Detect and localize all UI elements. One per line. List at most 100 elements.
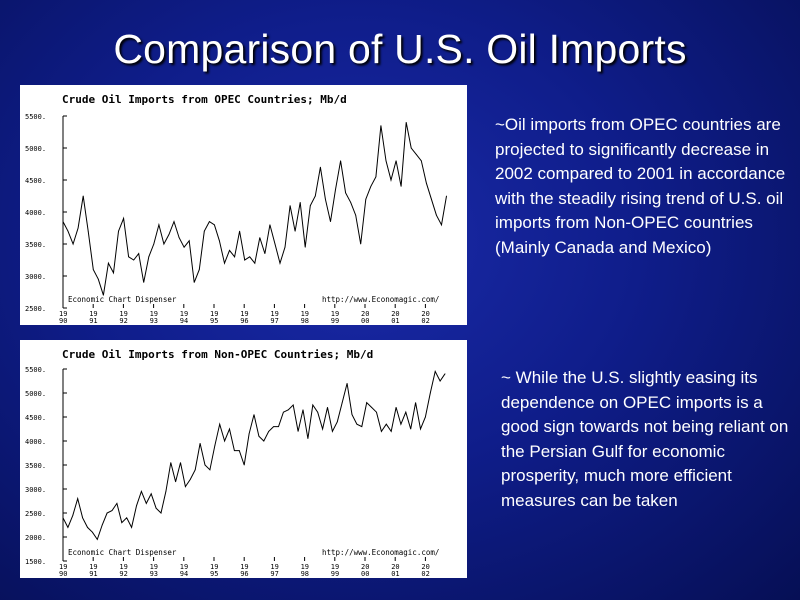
data-point — [118, 230, 119, 232]
data-point — [204, 464, 206, 466]
x-tick-label: 19 — [301, 310, 309, 318]
opec-chart-svg: Crude Oil Imports from OPEC Countries; M… — [25, 93, 447, 325]
y-tick-label: 2500. — [25, 510, 46, 518]
data-point — [108, 262, 109, 264]
data-point — [254, 262, 256, 264]
data-point — [140, 491, 142, 492]
data-point — [274, 243, 276, 245]
data-series-line — [62, 369, 446, 541]
data-point — [302, 409, 304, 411]
x-tick-label: 99 — [331, 570, 339, 578]
x-tick-label: 19 — [150, 310, 158, 318]
data-point — [366, 402, 368, 403]
x-tick-label: 91 — [89, 570, 97, 578]
data-point — [92, 269, 94, 270]
data-point — [229, 250, 230, 251]
data-point — [319, 166, 321, 168]
data-point — [133, 259, 135, 261]
data-point — [248, 433, 250, 435]
x-tick-label: 93 — [150, 317, 158, 325]
data-point — [268, 431, 270, 432]
x-tick-label: 90 — [59, 570, 67, 578]
data-point — [322, 428, 323, 430]
x-tick-label: 98 — [301, 570, 309, 578]
data-point — [244, 259, 246, 261]
data-point — [336, 421, 338, 423]
data-point — [67, 230, 69, 232]
data-point — [317, 411, 319, 413]
data-point — [148, 256, 150, 258]
data-point — [327, 407, 328, 408]
x-tick-label: 20 — [361, 563, 369, 571]
data-point — [128, 256, 130, 258]
data-point — [289, 205, 291, 206]
data-point — [283, 411, 284, 413]
x-tick-label: 20 — [421, 563, 429, 571]
data-point — [199, 443, 201, 444]
data-point — [136, 505, 137, 507]
data-point — [193, 282, 195, 283]
opec-chart: Crude Oil Imports from OPEC Countries; M… — [20, 85, 467, 325]
y-tick-label: 4500. — [25, 414, 46, 422]
data-point — [390, 431, 392, 432]
data-point — [325, 198, 326, 200]
data-point — [77, 227, 79, 229]
data-point — [158, 224, 160, 226]
data-point — [410, 147, 412, 149]
x-tick-label: 19 — [150, 563, 158, 571]
data-point — [299, 202, 301, 203]
y-tick-label: 5000. — [25, 145, 46, 153]
footer-right: http://www.Economagic.com/ — [322, 548, 439, 557]
data-point — [106, 512, 108, 514]
data-point — [345, 192, 347, 194]
data-point — [405, 411, 407, 413]
data-point — [62, 221, 64, 223]
y-tick-label: 4000. — [25, 209, 46, 217]
data-point — [239, 230, 241, 232]
x-tick-label: 19 — [119, 310, 127, 318]
data-point — [446, 195, 447, 197]
data-point — [219, 240, 220, 242]
data-point — [189, 479, 191, 480]
data-point — [356, 423, 358, 425]
non-opec-chart: Crude Oil Imports from Non-OPEC Countrie… — [20, 340, 467, 578]
data-point — [188, 240, 190, 242]
data-point — [273, 426, 275, 427]
data-point — [234, 450, 235, 451]
x-tick-label: 00 — [361, 317, 369, 325]
data-point — [111, 510, 113, 511]
x-tick-label: 01 — [391, 570, 399, 578]
data-point — [82, 517, 83, 519]
y-tick-label: 3000. — [25, 273, 46, 281]
data-point — [307, 438, 309, 439]
data-point — [82, 195, 84, 197]
non-opec-chart-svg: Crude Oil Imports from Non-OPEC Countrie… — [25, 348, 446, 578]
x-tick-label: 20 — [361, 310, 369, 318]
data-point — [361, 426, 363, 427]
data-point — [87, 527, 88, 528]
x-tick-label: 20 — [391, 563, 399, 571]
data-point — [380, 125, 382, 126]
data-point — [415, 402, 417, 403]
x-tick-label: 19 — [210, 563, 218, 571]
x-tick-label: 19 — [270, 310, 278, 318]
data-point — [331, 431, 333, 432]
data-point — [294, 230, 296, 232]
data-point — [96, 539, 98, 540]
x-tick-label: 19 — [240, 563, 248, 571]
data-series-line — [62, 122, 447, 296]
x-tick-label: 91 — [89, 317, 97, 325]
x-tick-label: 19 — [59, 310, 67, 318]
y-tick-label: 4500. — [25, 177, 46, 185]
data-point — [279, 262, 281, 264]
x-tick-label: 99 — [331, 317, 339, 325]
data-point — [163, 243, 165, 245]
data-point — [287, 409, 289, 411]
x-tick-label: 90 — [59, 317, 67, 325]
opec-note: ~Oil imports from OPEC countries are pro… — [495, 115, 786, 257]
data-point — [160, 512, 162, 514]
chart-title: Crude Oil Imports from OPEC Countries; M… — [62, 93, 347, 106]
data-point — [243, 464, 245, 466]
data-point — [304, 246, 306, 248]
x-tick-label: 19 — [270, 563, 278, 571]
